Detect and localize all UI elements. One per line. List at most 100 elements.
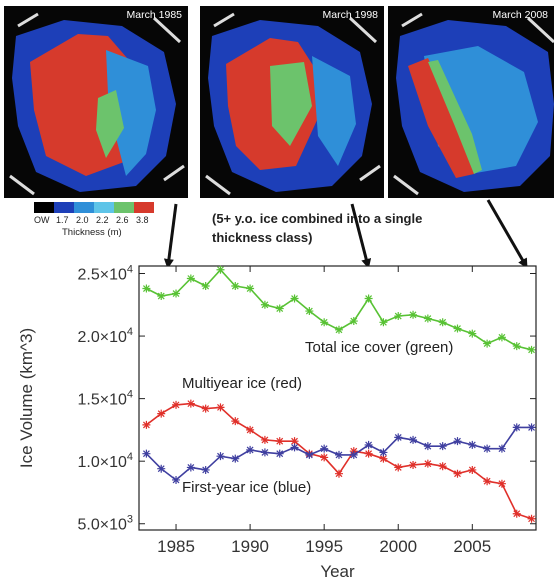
data-point bbox=[409, 435, 418, 444]
data-point bbox=[157, 409, 166, 418]
data-point bbox=[320, 318, 329, 327]
data-point bbox=[201, 404, 210, 413]
pointer-arrow bbox=[350, 203, 372, 269]
map-date-label: March 1985 bbox=[126, 9, 182, 21]
data-point bbox=[527, 514, 536, 523]
data-point bbox=[305, 450, 314, 459]
data-point bbox=[364, 294, 373, 303]
map-panel-2008: March 2008 bbox=[388, 6, 554, 198]
note-line-1: (5+ y.o. ice combined into a single bbox=[212, 211, 423, 226]
legend-tick: 2.2 bbox=[96, 215, 109, 225]
data-point bbox=[394, 463, 403, 472]
legend-swatch bbox=[114, 202, 134, 213]
data-point bbox=[216, 403, 225, 412]
data-point bbox=[364, 449, 373, 458]
data-point bbox=[320, 444, 329, 453]
data-point bbox=[334, 450, 343, 459]
data-point bbox=[483, 339, 492, 348]
data-point bbox=[512, 423, 521, 432]
data-point bbox=[186, 274, 195, 283]
map-panel-1998: March 1998 bbox=[200, 6, 384, 198]
data-point bbox=[186, 463, 195, 472]
data-point bbox=[275, 437, 284, 446]
data-point bbox=[483, 477, 492, 486]
data-point bbox=[497, 444, 506, 453]
data-point bbox=[142, 284, 151, 293]
legend-swatch bbox=[54, 202, 74, 213]
ice-map-2008 bbox=[393, 12, 554, 196]
data-point bbox=[512, 342, 521, 351]
data-point bbox=[172, 289, 181, 298]
y-tick-label: 2.5×104 bbox=[77, 264, 133, 284]
y-tick-label: 1.5×104 bbox=[77, 389, 133, 409]
data-point bbox=[423, 459, 432, 468]
data-point bbox=[379, 454, 388, 463]
data-point bbox=[379, 318, 388, 327]
data-point bbox=[438, 442, 447, 451]
data-point bbox=[468, 329, 477, 338]
data-point bbox=[216, 452, 225, 461]
legend-tick: 2.0 bbox=[76, 215, 89, 225]
data-point bbox=[201, 282, 210, 291]
data-point bbox=[453, 469, 462, 478]
data-point bbox=[275, 449, 284, 458]
pointer-arrow bbox=[486, 199, 528, 269]
data-point bbox=[527, 423, 536, 432]
data-point bbox=[231, 454, 240, 463]
legend-tick: OW bbox=[34, 215, 50, 225]
data-point bbox=[260, 435, 269, 444]
data-point bbox=[453, 437, 462, 446]
series-annotation: Multiyear ice (red) bbox=[182, 375, 302, 392]
data-point bbox=[231, 282, 240, 291]
data-point bbox=[453, 324, 462, 333]
map-date-label: March 1998 bbox=[322, 9, 378, 21]
data-point bbox=[334, 325, 343, 334]
data-point bbox=[290, 294, 299, 303]
legend-tick: 1.7 bbox=[56, 215, 69, 225]
data-point bbox=[172, 400, 181, 409]
data-point bbox=[334, 469, 343, 478]
note-line-2: thickness class) bbox=[212, 230, 313, 245]
data-point bbox=[409, 460, 418, 469]
data-point bbox=[246, 425, 255, 434]
data-point bbox=[260, 448, 269, 457]
data-point bbox=[305, 307, 314, 316]
data-point bbox=[423, 442, 432, 451]
x-tick-label: 1985 bbox=[157, 537, 195, 556]
data-point bbox=[379, 448, 388, 457]
legend-swatch bbox=[74, 202, 94, 213]
data-point bbox=[290, 437, 299, 446]
map-panel-1985: March 1985 bbox=[4, 6, 188, 198]
legend-title: Thickness (m) bbox=[62, 227, 122, 238]
x-tick-label: 2005 bbox=[453, 537, 491, 556]
data-point bbox=[364, 440, 373, 449]
data-point bbox=[394, 433, 403, 442]
map-date-label: March 2008 bbox=[492, 9, 548, 21]
x-tick-label: 2000 bbox=[379, 537, 417, 556]
data-point bbox=[423, 314, 432, 323]
y-tick-label: 1.0×104 bbox=[77, 451, 133, 471]
ice-map-1985 bbox=[9, 12, 185, 196]
ice-map-1998 bbox=[205, 12, 381, 196]
data-point bbox=[320, 453, 329, 462]
data-point bbox=[172, 475, 181, 484]
data-point bbox=[216, 265, 225, 274]
data-point bbox=[483, 444, 492, 453]
legend-tick: 3.8 bbox=[136, 215, 149, 225]
data-point bbox=[157, 464, 166, 473]
legend-tick: 2.6 bbox=[116, 215, 129, 225]
legend-swatch bbox=[34, 202, 54, 213]
legend-swatch bbox=[94, 202, 114, 213]
x-tick-label: 1990 bbox=[231, 537, 269, 556]
x-tick-label: 1995 bbox=[305, 537, 343, 556]
data-point bbox=[290, 443, 299, 452]
data-point bbox=[468, 465, 477, 474]
data-point bbox=[275, 304, 284, 313]
x-axis-label: Year bbox=[320, 562, 355, 581]
series-annotation: Total ice cover (green) bbox=[305, 339, 453, 356]
data-point bbox=[438, 462, 447, 471]
data-point bbox=[349, 317, 358, 326]
y-axis-label: Ice Volume (km^3) bbox=[17, 328, 36, 468]
